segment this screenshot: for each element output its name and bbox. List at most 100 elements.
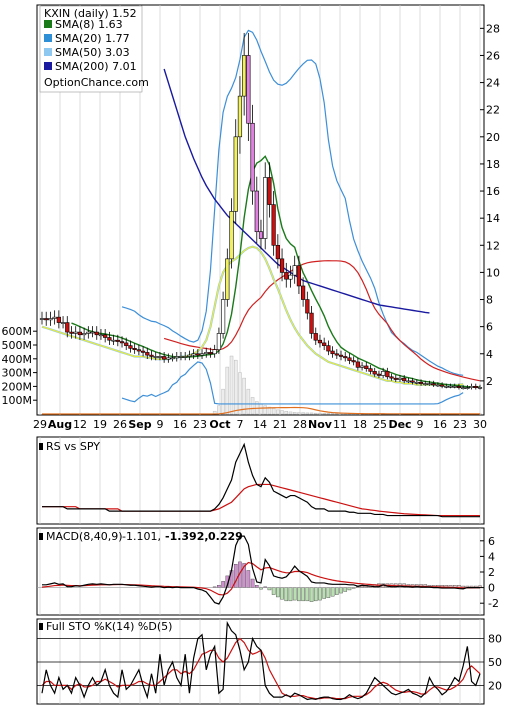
candle-body	[140, 350, 146, 353]
candle-body	[149, 354, 154, 357]
candle-body	[364, 365, 369, 369]
volume-bar	[326, 413, 331, 415]
candle-body	[220, 299, 226, 334]
x-tick-label: Nov	[308, 418, 333, 431]
candle-body	[128, 345, 133, 349]
volume-bar	[280, 410, 284, 415]
candle-body	[65, 322, 70, 333]
volume-bar	[305, 412, 310, 415]
macd-hist-bar	[288, 587, 293, 602]
candle-body	[284, 272, 289, 280]
macd-hist-bar	[318, 587, 322, 601]
candle-body	[124, 342, 129, 346]
candle-body	[132, 348, 137, 350]
macd-y-tick-label: 2	[488, 566, 495, 579]
bollinger-upper-band	[121, 29, 464, 376]
legend-title: KXIN (daily) 1.52	[44, 7, 137, 20]
candle-body	[208, 352, 213, 355]
candle-body	[187, 354, 192, 357]
x-tick-label: 30	[473, 418, 487, 431]
x-tick-label: 25	[373, 418, 387, 431]
candle-body	[435, 384, 440, 387]
macd-hist-bar	[284, 587, 289, 602]
volume-bar	[229, 355, 234, 415]
candle-body	[162, 356, 167, 360]
price-y-tick-label: 26	[486, 49, 500, 62]
candle-body	[246, 55, 251, 124]
legend-sma50: SMA(50) 3.03	[55, 46, 130, 59]
price-gridlines	[39, 5, 481, 415]
candle-body	[288, 274, 293, 280]
candle-body	[296, 265, 302, 287]
candle-body	[145, 352, 150, 356]
sto-y-tick-label: 20	[488, 679, 502, 692]
price-x-ticks: 29 Aug 12 19 26 Sep 9 16 23 Oct 7 14 21 28 Nov 11 18 25 De…	[33, 418, 487, 431]
macd-hist-bar	[335, 587, 339, 595]
legend-sma8: SMA(8) 1.63	[55, 18, 123, 31]
candle-body	[229, 211, 234, 260]
rs-panel-frame	[36, 436, 485, 525]
sto-gridlines	[39, 619, 481, 704]
candle-body	[309, 312, 314, 334]
candle-body	[153, 356, 158, 358]
candle-body	[343, 356, 348, 359]
candle-body	[418, 381, 424, 384]
x-tick-label: Sep	[128, 418, 151, 431]
candle-body	[73, 331, 78, 334]
candle-body	[326, 345, 331, 352]
rs-average-line	[42, 483, 480, 517]
sto-title-marker	[39, 623, 43, 630]
sma-yellow-line	[41, 246, 464, 386]
price-y-tick-label: 2	[486, 375, 493, 388]
macd-hist-bar	[330, 587, 335, 597]
volume-bar	[267, 406, 272, 415]
candle-body	[107, 337, 112, 341]
price-y-tick-label: 18	[486, 158, 500, 171]
candle-body	[98, 334, 104, 337]
candle-body	[406, 380, 411, 383]
macd-y-ticks: -2 0 2 4 6	[480, 535, 499, 610]
candle-body	[212, 349, 217, 355]
price-y-tick-label: 14	[486, 212, 500, 225]
macd-hist-bar	[301, 587, 305, 602]
macd-hist-bar	[292, 587, 297, 601]
candle-body	[452, 386, 457, 388]
candle-body	[157, 356, 163, 358]
rs-panel: RS vs SPY	[36, 436, 485, 525]
macd-hist-bar	[250, 578, 255, 588]
candle-body	[170, 357, 175, 360]
macd-hist-bar	[343, 587, 348, 592]
volume-bar	[314, 412, 318, 415]
candle-body	[254, 190, 259, 233]
candle-body	[389, 376, 394, 379]
sma8-line	[71, 155, 481, 388]
candle-body	[48, 318, 53, 321]
macd-hist-bar	[305, 587, 310, 602]
volume-bar	[322, 413, 326, 415]
sma200-line	[163, 68, 430, 314]
macd-hist-bar	[254, 585, 259, 588]
legend-source: OptionChance.com	[44, 76, 149, 89]
candle-body	[427, 383, 432, 385]
macd-line	[42, 535, 480, 605]
candle-body	[103, 334, 108, 338]
macd-hist-bar	[339, 587, 343, 594]
macd-hist-bar	[326, 587, 331, 598]
candle-body	[279, 258, 285, 273]
macd-hist-bar	[309, 587, 314, 602]
candle-body	[456, 386, 462, 388]
macd-value: -1.101,	[122, 530, 161, 543]
x-tick-label: Oct	[209, 418, 230, 431]
macd-hist-bar	[313, 587, 318, 602]
volume-bar	[221, 388, 225, 415]
volume-bar	[318, 412, 322, 415]
macd-panel: -2 0 2 4 6 MACD(8,40,9) -1.101, -1.392, 0.22…	[36, 527, 499, 616]
rs-title: RS vs SPY	[46, 440, 100, 453]
candle-body	[267, 177, 272, 205]
volume-bar	[309, 412, 314, 415]
sma-red-line	[163, 260, 481, 382]
price-lines	[41, 29, 481, 405]
volume-y-tick-label: 100M	[2, 394, 33, 407]
